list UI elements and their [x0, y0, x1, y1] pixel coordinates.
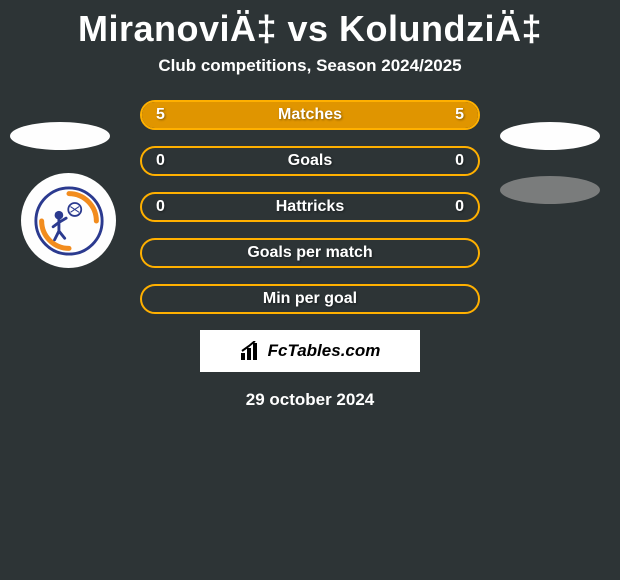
page-title: MiranoviÄ‡ vs KolundziÄ‡ — [0, 0, 620, 50]
subtitle: Club competitions, Season 2024/2025 — [0, 56, 620, 76]
stat-label: Min per goal — [142, 290, 478, 308]
footer-brand: FcTables.com — [240, 341, 381, 361]
stats-rows: Matches55Goals00Hattricks00Goals per mat… — [140, 100, 480, 314]
stat-label: Matches — [142, 106, 478, 124]
footer-brand-text: FcTables.com — [268, 341, 381, 361]
stat-right-value: 5 — [455, 106, 464, 124]
stat-left-value: 0 — [156, 152, 165, 170]
stat-right-value: 0 — [455, 152, 464, 170]
footer-brand-box: FcTables.com — [200, 330, 420, 372]
stat-row: Hattricks0 0 — [140, 192, 480, 222]
stat-row: Min per goal — [140, 284, 480, 314]
stat-label: Goals per match — [142, 244, 478, 262]
stat-left-value: 5 — [156, 106, 165, 124]
stat-label: Goals — [142, 152, 478, 170]
stat-row: Goals per match — [140, 238, 480, 268]
stat-label: Hattricks — [142, 198, 478, 216]
stat-row: Goals0 0 — [140, 146, 480, 176]
date-text: 29 october 2024 — [0, 390, 620, 410]
side-oval — [500, 122, 600, 150]
club-badge — [21, 173, 116, 268]
club-logo-icon — [33, 185, 105, 257]
side-oval — [500, 176, 600, 204]
stat-row: Matches5 5 — [140, 100, 480, 130]
stat-left-value: 0 — [156, 198, 165, 216]
side-oval — [10, 122, 110, 150]
bars-icon — [240, 341, 264, 361]
stat-right-value: 0 — [455, 198, 464, 216]
